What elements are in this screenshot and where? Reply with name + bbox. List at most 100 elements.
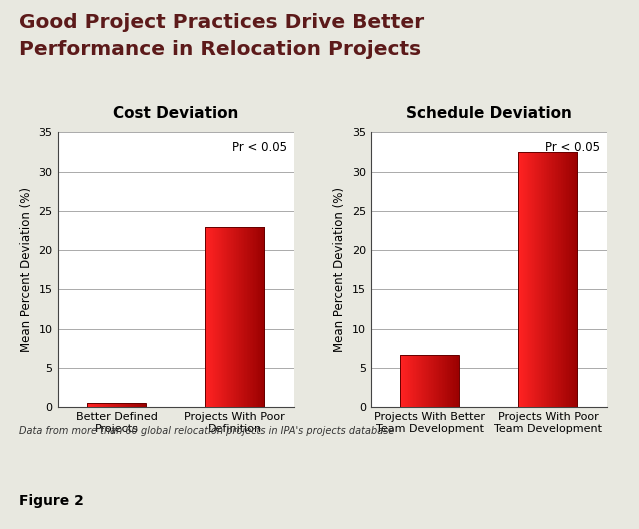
Bar xyxy=(423,354,424,407)
Bar xyxy=(129,404,130,407)
Bar xyxy=(443,354,445,407)
Bar xyxy=(107,404,108,407)
Bar xyxy=(115,404,116,407)
Y-axis label: Mean Percent Deviation (%): Mean Percent Deviation (%) xyxy=(333,187,346,352)
Bar xyxy=(435,354,436,407)
Bar xyxy=(521,152,522,407)
Bar xyxy=(447,354,449,407)
Y-axis label: Mean Percent Deviation (%): Mean Percent Deviation (%) xyxy=(20,187,33,352)
Bar xyxy=(95,404,96,407)
Bar xyxy=(98,404,99,407)
Bar xyxy=(261,226,262,407)
Bar xyxy=(139,404,140,407)
Bar xyxy=(536,152,537,407)
Bar xyxy=(427,354,428,407)
Bar xyxy=(533,152,534,407)
Bar xyxy=(222,226,223,407)
Bar xyxy=(248,226,249,407)
Bar xyxy=(236,226,237,407)
Bar xyxy=(452,354,454,407)
Bar xyxy=(144,404,146,407)
Bar xyxy=(558,152,559,407)
Bar xyxy=(528,152,529,407)
Bar xyxy=(414,354,415,407)
Bar xyxy=(251,226,252,407)
Bar xyxy=(88,404,89,407)
Bar xyxy=(239,226,240,407)
Bar xyxy=(258,226,259,407)
Bar xyxy=(245,226,246,407)
Bar xyxy=(527,152,528,407)
Bar xyxy=(407,354,408,407)
Bar xyxy=(566,152,567,407)
Bar xyxy=(120,404,121,407)
Bar xyxy=(237,226,238,407)
Bar xyxy=(97,404,98,407)
Title: Cost Deviation: Cost Deviation xyxy=(113,106,238,121)
Bar xyxy=(132,404,133,407)
Bar xyxy=(210,226,212,407)
Bar xyxy=(520,152,521,407)
Bar xyxy=(433,354,435,407)
Bar xyxy=(253,226,254,407)
Bar xyxy=(443,354,444,407)
Bar xyxy=(142,404,143,407)
Bar xyxy=(234,226,235,407)
Bar xyxy=(99,404,100,407)
Bar xyxy=(418,354,419,407)
Bar xyxy=(401,354,402,407)
Bar xyxy=(526,152,527,407)
Bar xyxy=(568,152,569,407)
Bar xyxy=(124,404,125,407)
Bar xyxy=(123,404,124,407)
Bar xyxy=(240,226,241,407)
Bar xyxy=(547,152,548,407)
Bar xyxy=(231,226,232,407)
Bar xyxy=(229,226,230,407)
Bar xyxy=(209,226,210,407)
Bar xyxy=(569,152,570,407)
Bar xyxy=(421,354,422,407)
Bar xyxy=(87,404,146,407)
Bar xyxy=(445,354,446,407)
Bar xyxy=(565,152,566,407)
Bar xyxy=(206,226,207,407)
Bar xyxy=(559,152,560,407)
Bar xyxy=(92,404,93,407)
Bar xyxy=(560,152,561,407)
Bar xyxy=(114,404,115,407)
Bar xyxy=(440,354,441,407)
Bar xyxy=(117,404,118,407)
Bar xyxy=(424,354,425,407)
Bar xyxy=(254,226,255,407)
Bar xyxy=(431,354,432,407)
Bar xyxy=(252,226,254,407)
Bar xyxy=(451,354,452,407)
Bar xyxy=(455,354,456,407)
Bar xyxy=(214,226,215,407)
Bar xyxy=(103,404,104,407)
Bar xyxy=(457,354,458,407)
Bar xyxy=(548,152,549,407)
Text: Data from more than 60 global relocation projects in IPA's projects database: Data from more than 60 global relocation… xyxy=(19,426,394,436)
Bar xyxy=(207,226,208,407)
Bar xyxy=(576,152,577,407)
Bar xyxy=(573,152,574,407)
Bar xyxy=(257,226,258,407)
Bar xyxy=(262,226,263,407)
Bar xyxy=(94,404,95,407)
Bar xyxy=(450,354,451,407)
Bar xyxy=(452,354,453,407)
Bar xyxy=(93,404,94,407)
Bar xyxy=(125,404,127,407)
Bar xyxy=(424,354,426,407)
Bar xyxy=(428,354,429,407)
Bar xyxy=(258,226,259,407)
Bar xyxy=(87,404,88,407)
Bar xyxy=(531,152,532,407)
Bar xyxy=(256,226,257,407)
Bar xyxy=(144,404,145,407)
Bar xyxy=(523,152,525,407)
Bar xyxy=(137,404,138,407)
Bar xyxy=(522,152,523,407)
